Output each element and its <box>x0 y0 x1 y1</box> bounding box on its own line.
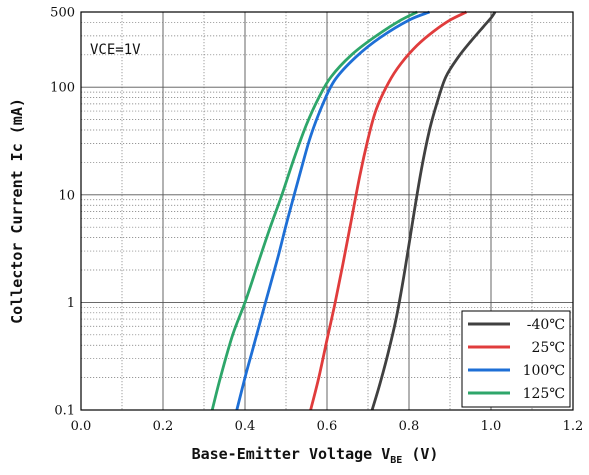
curve-layer <box>210 10 497 411</box>
legend-label-2: 100℃ <box>523 363 565 379</box>
x-axis-title-unit: (V) <box>402 445 438 463</box>
legend-box <box>461 310 571 408</box>
y-tick-label: 500 <box>50 6 75 21</box>
y-tick-label: 0.1 <box>54 404 75 419</box>
legend: -40℃ 25℃ 100℃ 125℃ <box>461 310 571 408</box>
series-line-1 <box>309 10 468 411</box>
grid-layer <box>81 11 573 410</box>
y-tick-label: 1 <box>67 296 75 311</box>
x-axis-title: Base-Emitter Voltage VBE (V) <box>192 445 439 466</box>
series-line-3 <box>210 10 418 411</box>
x-axis-title-subscript: BE <box>390 455 402 466</box>
y-tick-label: 100 <box>50 81 75 96</box>
series-line-0 <box>370 11 497 411</box>
x-tick-label: 0.0 <box>71 419 92 434</box>
y-tick-label: 10 <box>58 188 75 203</box>
y-axis-title: Collector Current Ic (mA) <box>8 98 26 324</box>
x-axis-title-main: Base-Emitter Voltage V <box>192 445 391 463</box>
tick-layer: 0.0 0.2 0.4 0.6 0.8 1.0 1.2 0.1 1 10 100 500 <box>50 6 583 435</box>
x-tick-label: 0.2 <box>153 419 174 434</box>
x-tick-label: 0.8 <box>399 419 420 434</box>
vce-annotation: VCE=1V <box>90 42 141 58</box>
x-tick-label: 1.0 <box>481 419 502 434</box>
legend-label-3: 125℃ <box>523 386 565 402</box>
series-line-2 <box>235 10 431 411</box>
legend-label-0: -40℃ <box>527 317 565 333</box>
x-tick-label: 0.6 <box>317 419 338 434</box>
x-tick-label: 0.4 <box>235 419 256 434</box>
x-tick-label: 1.2 <box>563 419 584 434</box>
plot-frame <box>80 11 574 411</box>
legend-label-1: 25℃ <box>532 340 565 356</box>
